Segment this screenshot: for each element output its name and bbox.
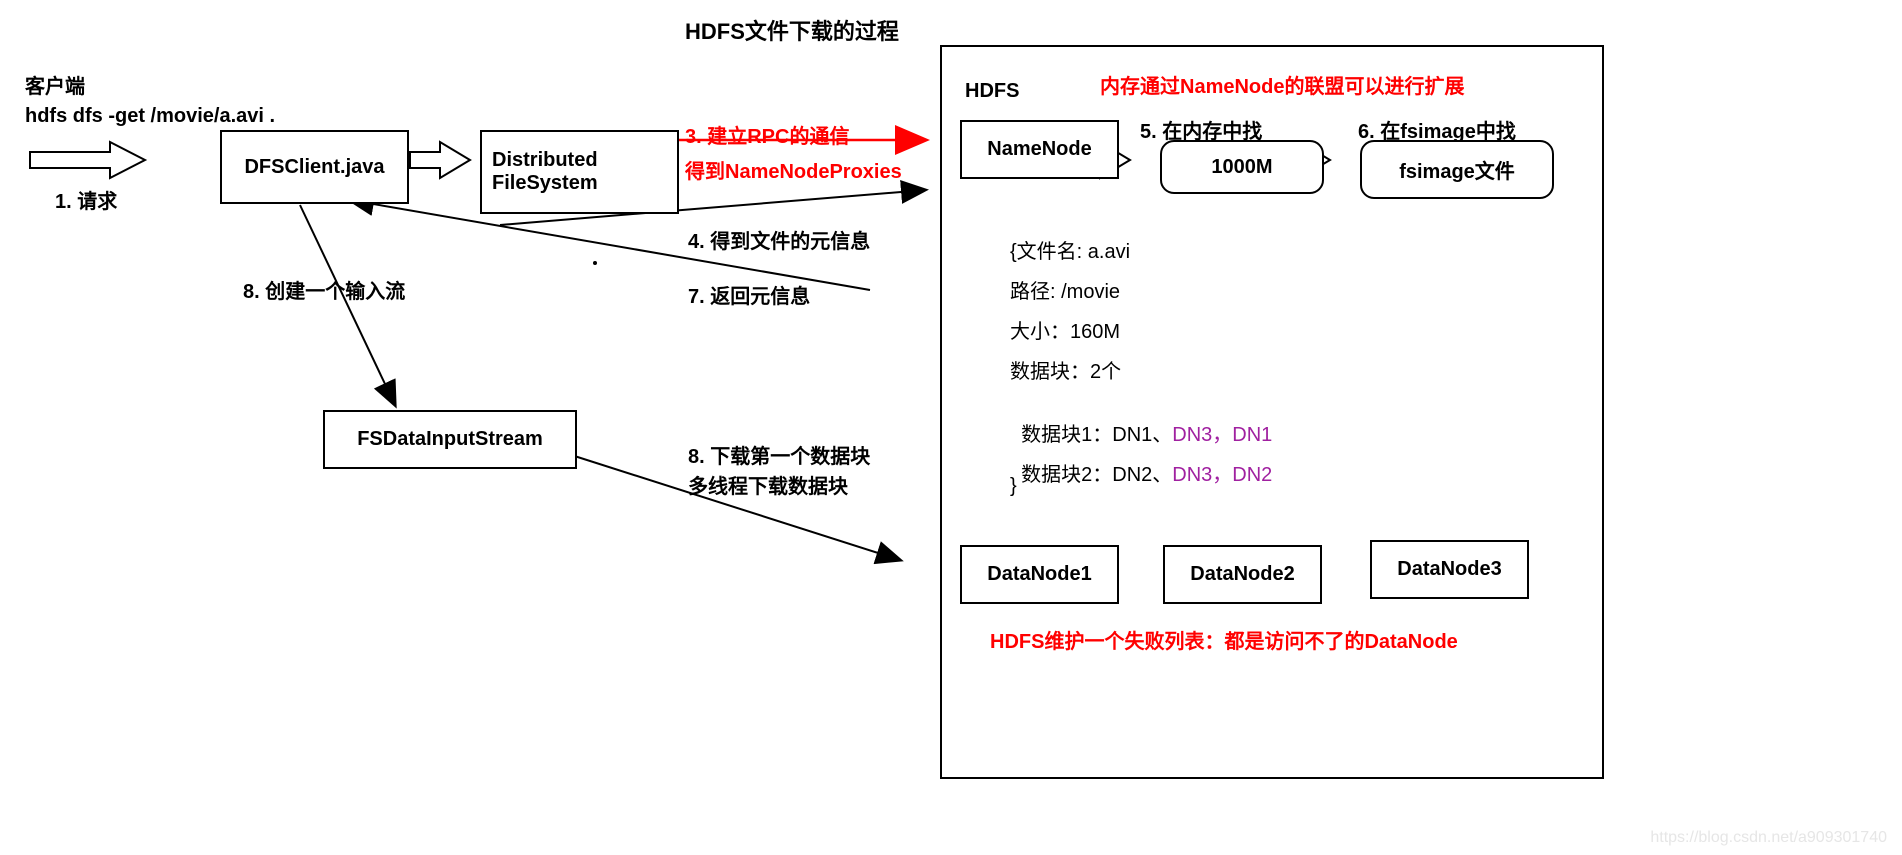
dfsclient-box: DFSClient.java <box>220 130 409 204</box>
step8-dl-line1: 8. 下载第一个数据块 <box>688 440 870 469</box>
namenode-text: NameNode <box>987 138 1091 161</box>
fail-list-note: HDFS维护一个失败列表：都是访问不了的DataNode <box>990 625 1458 654</box>
step7-label: 7. 返回元信息 <box>688 280 810 309</box>
datanode3-box: DataNode3 <box>1370 540 1529 599</box>
arrow-step1 <box>30 142 145 178</box>
mem-text: 1000M <box>1211 156 1272 179</box>
fsdatainput-text: FSDataInputStream <box>357 428 543 451</box>
namenode-box: NameNode <box>960 120 1119 179</box>
client-label: 客户端 <box>25 70 85 99</box>
diagram-canvas: HDFS文件下载的过程 客户端 hdfs dfs -get /movie/a.a… <box>0 0 1902 855</box>
arrow-step8-create <box>300 205 395 405</box>
dot <box>593 261 597 265</box>
meta-b2-mid: DN3，DN2 <box>1172 464 1272 486</box>
hdfs-label: HDFS <box>965 80 1019 103</box>
fsimage-box: fsimage文件 <box>1360 140 1554 199</box>
step8-create-label: 8. 创建一个输入流 <box>243 275 405 304</box>
datanode3-text: DataNode3 <box>1397 558 1501 581</box>
datanode1-text: DataNode1 <box>987 563 1091 586</box>
diagram-title: HDFS文件下载的过程 <box>685 14 899 46</box>
step4-label: 4. 得到文件的元信息 <box>688 225 870 254</box>
step3-line1: 3. 建立RPC的通信 <box>685 120 849 149</box>
federation-note: 内存通过NameNode的联盟可以进行扩展 <box>1100 70 1464 99</box>
distfs-line2: FileSystem <box>492 172 598 195</box>
datanode2-box: DataNode2 <box>1163 545 1322 604</box>
step1-label: 1. 请求 <box>55 185 117 214</box>
step3-line2: 得到NameNodeProxies <box>685 155 902 184</box>
distfs-line1: Distributed <box>492 149 598 172</box>
mem-box: 1000M <box>1160 140 1324 194</box>
meta-line3: 大小：160M <box>1010 315 1120 344</box>
datanode1-box: DataNode1 <box>960 545 1119 604</box>
fsdatainput-box: FSDataInputStream <box>323 410 577 469</box>
arrow-dfs-to-distfs <box>410 142 470 178</box>
distfs-box: Distributed FileSystem <box>480 130 679 214</box>
meta-b2-pre: 数据块2：DN2、 <box>1021 464 1172 486</box>
meta-line2: 路径: /movie <box>1010 275 1120 304</box>
dfsclient-text: DFSClient.java <box>244 156 384 179</box>
datanode2-text: DataNode2 <box>1190 563 1294 586</box>
watermark: https://blog.csdn.net/a909301740 <box>1650 829 1887 847</box>
fsimage-text: fsimage文件 <box>1399 155 1515 184</box>
step8-dl-line2: 多线程下载数据块 <box>688 470 848 499</box>
meta-line4: 数据块：2个 <box>1010 355 1121 384</box>
client-cmd: hdfs dfs -get /movie/a.avi . <box>25 105 275 128</box>
meta-close: } <box>1010 475 1017 498</box>
meta-block2: 数据块2：DN2、DN3，DN2 <box>1010 435 1272 487</box>
meta-line1: {文件名: a.avi <box>1010 235 1130 264</box>
